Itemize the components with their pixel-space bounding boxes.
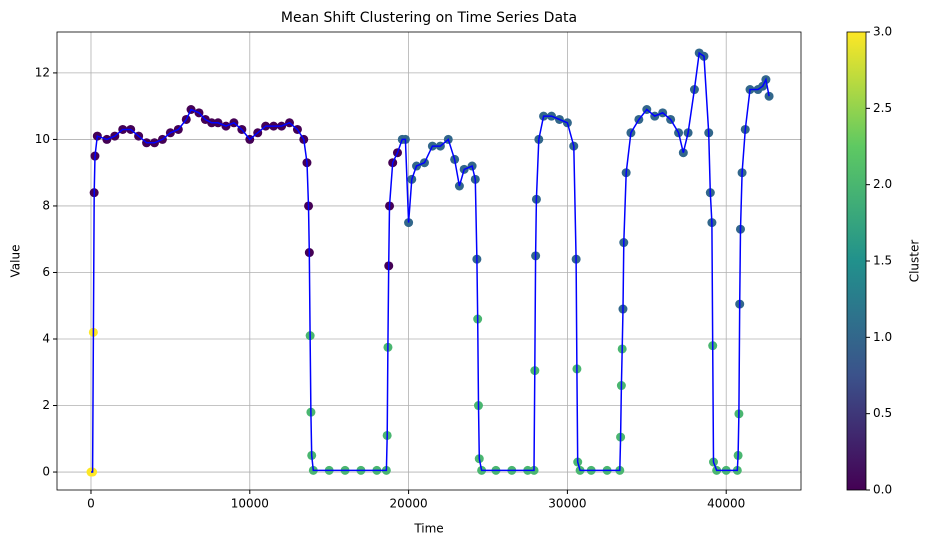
colorbar-tick-label: 3.0 (873, 25, 892, 39)
x-tick-label: 10000 (231, 497, 269, 511)
y-tick-label: 8 (42, 198, 50, 212)
y-tick-label: 2 (42, 398, 50, 412)
colorbar-tick-label: 2.5 (873, 101, 892, 115)
x-tick-label: 40000 (707, 497, 745, 511)
colorbar-label: Cluster (908, 240, 922, 283)
y-tick-label: 6 (42, 265, 50, 279)
series-line (91, 51, 770, 473)
colorbar (846, 31, 867, 491)
y-tick-label: 12 (35, 65, 50, 79)
chart-title: Mean Shift Clustering on Time Series Dat… (281, 10, 577, 26)
y-tick-label: 4 (42, 331, 50, 345)
x-tick-label: 30000 (548, 497, 586, 511)
colorbar-tick-label: 0.5 (873, 406, 892, 420)
y-tick-label: 0 (42, 465, 50, 479)
colorbar-tick-label: 0.0 (873, 483, 892, 497)
plot-frame (56, 31, 802, 491)
x-axis-label: Time (413, 522, 443, 536)
colorbar-tick-label: 1.0 (873, 330, 892, 344)
y-tick-label: 10 (35, 132, 50, 146)
y-axis-label: Value (9, 245, 23, 278)
x-tick-label: 20000 (389, 497, 427, 511)
colorbar-tick-label: 1.5 (873, 254, 892, 268)
x-tick-label: 0 (87, 497, 95, 511)
colorbar-tick-label: 2.0 (873, 177, 892, 191)
